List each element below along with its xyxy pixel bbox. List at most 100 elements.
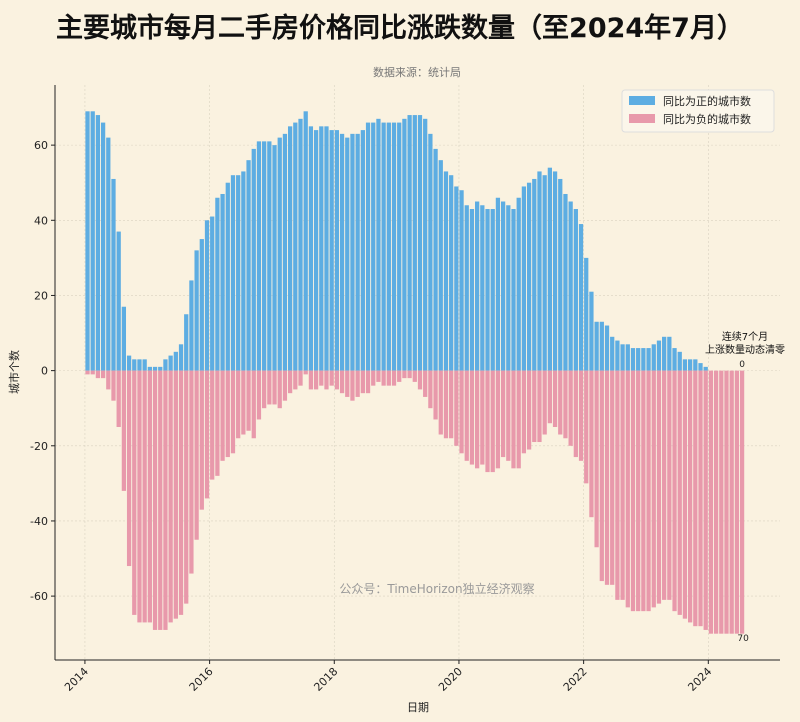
bar-positive <box>199 239 204 371</box>
bar-positive <box>428 133 433 371</box>
bar-positive <box>500 201 506 371</box>
bar-positive <box>698 363 703 371</box>
bar-positive <box>90 111 95 371</box>
bar-negative <box>397 370 402 382</box>
bar-negative <box>262 370 267 409</box>
bar-positive <box>230 175 236 371</box>
chart-title: 主要城市每月二手房价格同比涨跌数量（至2024年7月） <box>56 13 744 44</box>
bar-negative <box>511 370 516 469</box>
bar-positive <box>599 321 604 371</box>
bar-positive <box>604 325 610 371</box>
y-tick-label: 0 <box>41 365 48 378</box>
bar-negative <box>339 370 345 394</box>
bar-negative <box>526 370 532 450</box>
bar-negative <box>719 370 724 634</box>
bar-negative <box>713 370 719 634</box>
bar-positive <box>589 291 594 371</box>
bar-negative <box>578 370 584 461</box>
bar-positive <box>620 344 625 371</box>
bar-negative <box>459 370 464 454</box>
x-axis-label: 日期 <box>407 701 429 714</box>
bar-negative <box>178 370 184 615</box>
bar-negative <box>672 370 677 612</box>
bar-negative <box>636 370 641 612</box>
bar-positive <box>365 122 371 371</box>
bar-negative <box>662 370 667 600</box>
bar-negative <box>132 370 137 615</box>
bar-positive <box>184 314 189 371</box>
bar-positive <box>272 145 277 371</box>
bar-positive <box>225 182 230 371</box>
bar-negative <box>256 370 262 420</box>
bar-negative <box>376 370 381 382</box>
bar-positive <box>459 190 464 371</box>
bar-positive <box>376 118 381 371</box>
bar-negative <box>100 370 106 379</box>
bar-positive <box>381 122 386 371</box>
bar-positive <box>423 118 428 371</box>
bar-positive <box>563 193 568 371</box>
bar-negative <box>485 370 490 473</box>
bar-negative <box>656 370 662 604</box>
bar-negative <box>495 370 501 469</box>
bar-positive <box>147 366 152 371</box>
bar-positive <box>313 130 319 371</box>
bar-positive <box>490 209 495 371</box>
bar-positive <box>485 209 490 371</box>
bar-negative <box>282 370 288 401</box>
bar-positive <box>163 359 168 371</box>
bar-negative <box>703 370 708 630</box>
bar-negative <box>277 370 282 409</box>
bar-positive <box>464 205 469 371</box>
bar-positive <box>469 209 475 371</box>
y-tick-label: 20 <box>34 289 48 302</box>
bar-positive <box>152 366 158 371</box>
legend-box <box>621 89 775 133</box>
bar-negative <box>625 370 630 608</box>
bar-positive <box>495 197 501 371</box>
bar-positive <box>615 340 620 371</box>
bar-negative <box>329 370 334 386</box>
bar-positive <box>687 359 693 371</box>
bar-negative <box>350 370 355 401</box>
bar-positive <box>443 171 449 371</box>
bar-negative <box>246 370 251 431</box>
bar-negative <box>506 370 511 461</box>
bar-positive <box>475 201 480 371</box>
bar-negative <box>293 370 298 390</box>
bar-negative <box>677 370 682 615</box>
bar-negative <box>537 370 542 443</box>
bar-positive <box>132 359 137 371</box>
legend-swatch <box>629 96 655 105</box>
bar-negative <box>95 370 101 379</box>
bar-positive <box>630 348 636 371</box>
bar-negative <box>194 370 199 540</box>
last-positive-label: 0 <box>739 360 745 370</box>
bar-negative <box>402 370 407 379</box>
bar-positive <box>339 133 345 371</box>
y-axis-label: 城市个数 <box>7 350 21 394</box>
bar-positive <box>293 122 298 371</box>
bar-positive <box>542 175 547 371</box>
bar-positive <box>371 122 376 371</box>
bar-negative <box>204 370 210 499</box>
bar-negative <box>490 370 495 473</box>
bar-positive <box>433 148 438 371</box>
x-tick-label: 2022 <box>561 665 590 694</box>
bar-positive <box>267 141 272 371</box>
bar-negative <box>298 370 303 386</box>
bar-negative <box>698 370 703 627</box>
bar-negative <box>355 370 360 397</box>
bar-positive <box>584 257 589 371</box>
bar-negative <box>532 370 537 443</box>
bar-negative <box>475 370 480 469</box>
bar-positive <box>168 355 173 371</box>
bar-negative <box>438 370 443 435</box>
bar-negative <box>220 370 225 461</box>
bar-positive <box>594 321 599 371</box>
bar-negative <box>433 370 438 420</box>
bar-positive <box>282 133 288 371</box>
bar-negative <box>225 370 230 458</box>
bar-positive <box>656 340 662 371</box>
